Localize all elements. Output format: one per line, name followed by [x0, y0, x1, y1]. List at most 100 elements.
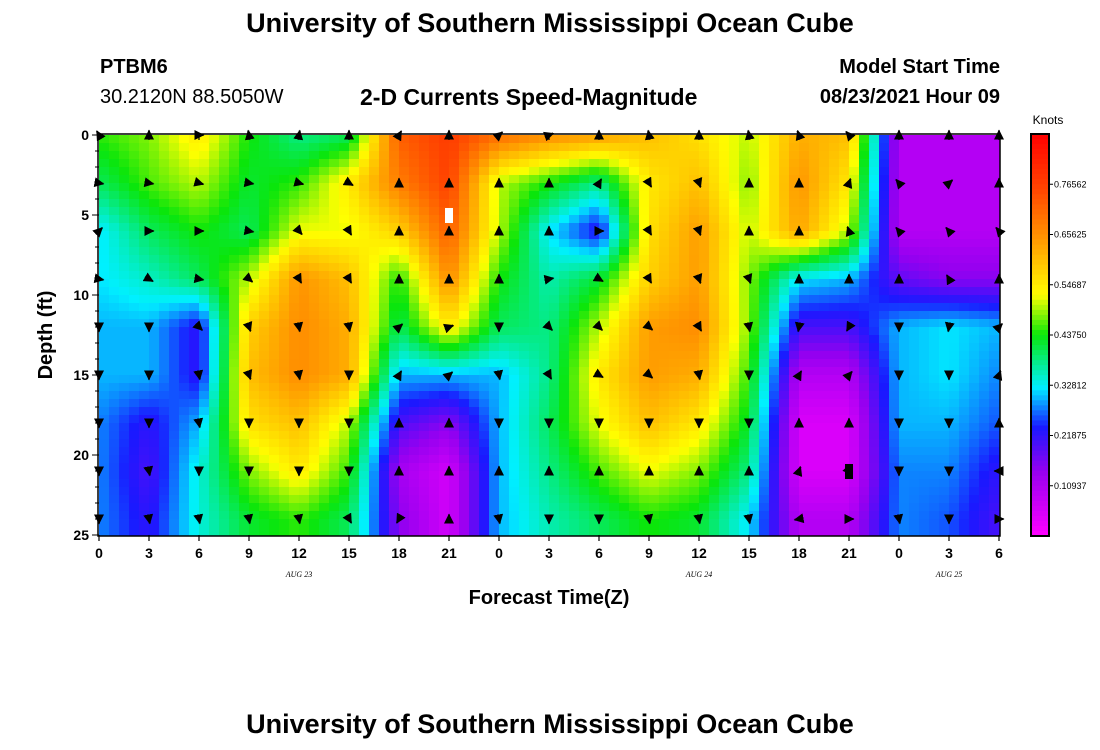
current-arrow	[642, 272, 653, 284]
heatmap-cell	[549, 183, 560, 192]
heatmap-cell	[359, 199, 370, 208]
heatmap-cell	[169, 311, 180, 320]
heatmap-cell	[429, 423, 440, 432]
heatmap-cell	[919, 295, 930, 304]
heatmap-cell	[869, 359, 880, 368]
heatmap-cell	[409, 487, 420, 496]
heatmap-cell	[889, 407, 900, 416]
heatmap-cell	[359, 479, 370, 488]
heatmap-cell	[209, 415, 220, 424]
heatmap-cell	[809, 375, 820, 384]
heatmap-cell	[379, 439, 390, 448]
heatmap-cell	[289, 255, 300, 264]
heatmap-cell	[879, 239, 890, 248]
heatmap-cell	[449, 375, 460, 384]
heatmap-cell	[629, 431, 640, 440]
heatmap-cell	[639, 399, 650, 408]
heatmap-cell	[809, 287, 820, 296]
heatmap-cell	[119, 143, 130, 152]
heatmap-cell	[209, 375, 220, 384]
heatmap-cell	[519, 343, 530, 352]
heatmap-cell	[159, 407, 170, 416]
heatmap-cell	[679, 247, 690, 256]
heatmap-cell	[429, 527, 440, 536]
heatmap-cell	[809, 351, 820, 360]
heatmap-cell	[179, 423, 190, 432]
colorbar-segment	[1031, 269, 1049, 276]
heatmap-cell	[959, 175, 970, 184]
heatmap-cell	[369, 287, 380, 296]
heatmap-cell	[439, 303, 450, 312]
heatmap-cell	[849, 239, 860, 248]
heatmap-cell	[529, 479, 540, 488]
heatmap-cell	[559, 471, 570, 480]
heatmap-cell	[369, 463, 380, 472]
heatmap-cell	[199, 415, 210, 424]
x-tick-label: 0	[495, 545, 503, 561]
heatmap-cell	[919, 439, 930, 448]
heatmap-cell	[439, 447, 450, 456]
heatmap-cell	[899, 351, 910, 360]
heatmap-cell	[389, 199, 400, 208]
colorbar-segment	[1031, 244, 1049, 251]
heatmap-cell	[169, 359, 180, 368]
current-arrow	[794, 321, 805, 333]
heatmap-cell	[649, 199, 660, 208]
heatmap-cell	[469, 303, 480, 312]
heatmap-cell	[829, 231, 840, 240]
heatmap-cell	[989, 255, 1000, 264]
heatmap-cell	[869, 199, 880, 208]
heatmap-cell	[919, 223, 930, 232]
heatmap-cell	[519, 423, 530, 432]
heatmap-cell	[659, 295, 670, 304]
heatmap-cell	[369, 135, 380, 144]
heatmap-cell	[449, 271, 460, 280]
heatmap-cell	[579, 375, 590, 384]
heatmap-cell	[209, 287, 220, 296]
heatmap-cell	[319, 359, 330, 368]
heatmap-cell	[519, 151, 530, 160]
heatmap-cell	[149, 367, 160, 376]
heatmap-cell	[399, 391, 410, 400]
heatmap-cell	[309, 407, 320, 416]
heatmap-cell	[289, 295, 300, 304]
heatmap-cell	[949, 191, 960, 200]
heatmap-cell	[379, 215, 390, 224]
heatmap-cell	[569, 519, 580, 528]
heatmap-cell	[359, 343, 370, 352]
heatmap-cell	[449, 391, 460, 400]
heatmap-cell	[99, 343, 110, 352]
heatmap-cell	[709, 367, 720, 376]
heatmap-cell	[659, 279, 670, 288]
heatmap-cell	[919, 263, 930, 272]
heatmap-cell	[139, 495, 150, 504]
heatmap-cell	[709, 455, 720, 464]
heatmap-cell	[449, 223, 460, 232]
heatmap-cell	[379, 343, 390, 352]
heatmap-cell	[379, 407, 390, 416]
heatmap-cell	[489, 255, 500, 264]
heatmap-cell	[759, 319, 770, 328]
heatmap-cell	[599, 399, 610, 408]
heatmap-cell	[429, 519, 440, 528]
heatmap-cell	[479, 463, 490, 472]
heatmap-cell	[689, 239, 700, 248]
heatmap-cell	[749, 479, 760, 488]
heatmap-cell	[249, 527, 260, 536]
heatmap-cell	[419, 479, 430, 488]
heatmap-cell	[309, 215, 320, 224]
heatmap-cell	[229, 415, 240, 424]
heatmap-cell	[859, 175, 870, 184]
heatmap-cell	[599, 255, 610, 264]
heatmap-cell	[369, 295, 380, 304]
heatmap-cell	[239, 351, 250, 360]
heatmap-cell	[219, 463, 230, 472]
heatmap-cell	[349, 367, 360, 376]
heatmap-cell	[139, 519, 150, 528]
heatmap-cell	[239, 231, 250, 240]
heatmap-cell	[249, 471, 260, 480]
heatmap-cell	[409, 511, 420, 520]
heatmap-cell	[349, 223, 360, 232]
heatmap-cell	[279, 199, 290, 208]
colorbar-segment	[1031, 234, 1049, 241]
